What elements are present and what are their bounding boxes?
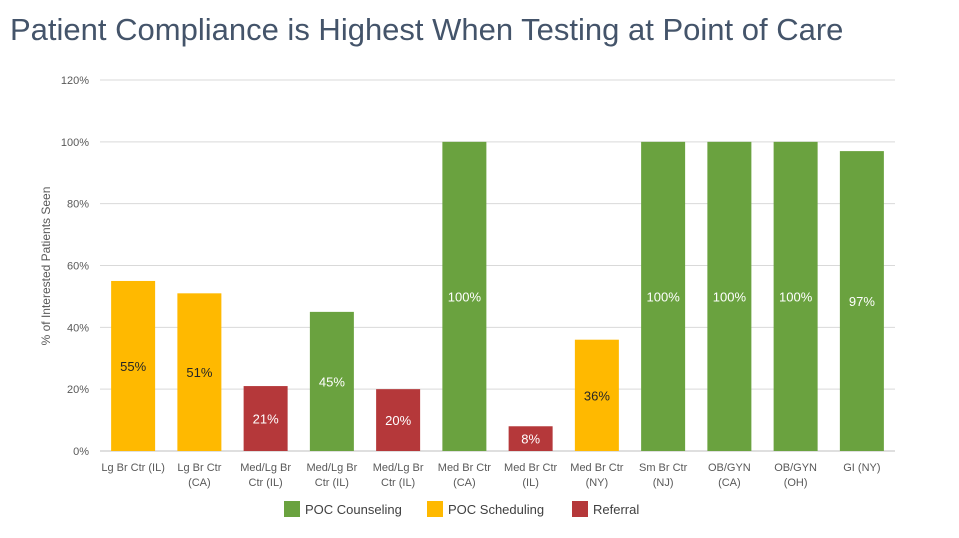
x-tick-label: GI (NY) <box>843 462 880 474</box>
data-label: 45% <box>319 374 345 389</box>
bar <box>508 426 553 451</box>
x-tick-label: OB/GYN <box>774 462 817 474</box>
bar <box>773 141 818 452</box>
bar <box>243 386 288 451</box>
data-label: 21% <box>253 412 279 427</box>
bar <box>376 389 421 451</box>
legend-label: POC Scheduling <box>448 502 544 517</box>
bar <box>111 280 156 451</box>
bar <box>574 339 619 451</box>
x-tick-label: Lg Br Ctr <box>177 462 221 474</box>
bar <box>641 141 686 452</box>
x-tick-label: Ctr (IL) <box>381 477 415 489</box>
data-label: 36% <box>584 388 610 403</box>
x-tick-label: Ctr (IL) <box>315 477 349 489</box>
y-tick-label: 80% <box>67 199 89 211</box>
x-tick-label: (CA) <box>453 477 476 489</box>
x-tick-label: Med/Lg Br <box>307 462 358 474</box>
x-tick-label: Med Br Ctr <box>504 462 558 474</box>
x-tick-label: Med/Lg Br <box>373 462 424 474</box>
x-tick-label: Med Br Ctr <box>570 462 624 474</box>
legend-swatch <box>572 501 588 517</box>
bar <box>707 141 752 452</box>
data-label: 51% <box>186 365 212 380</box>
data-label: 100% <box>779 289 813 304</box>
x-tick-label: OB/GYN <box>708 462 751 474</box>
data-label: 97% <box>849 294 875 309</box>
x-tick-label: (OH) <box>784 477 808 489</box>
x-tick-label: (IL) <box>522 477 539 489</box>
y-tick-label: 40% <box>67 322 89 334</box>
legend-label: POC Counseling <box>305 502 402 517</box>
x-tick-label: Lg Br Ctr (IL) <box>101 462 165 474</box>
legend-swatch <box>284 501 300 517</box>
bar <box>309 311 354 451</box>
data-label: 100% <box>647 289 681 304</box>
data-label: 20% <box>385 413 411 428</box>
data-label: 100% <box>713 289 747 304</box>
x-tick-label: Med/Lg Br <box>240 462 291 474</box>
bar <box>442 141 487 452</box>
x-tick-label: (NJ) <box>653 477 674 489</box>
x-tick-label: (CA) <box>718 477 741 489</box>
x-tick-label: Sm Br Ctr <box>639 462 688 474</box>
data-label: 55% <box>120 359 146 374</box>
y-tick-label: 0% <box>73 446 89 458</box>
bar <box>177 293 222 451</box>
y-tick-label: 20% <box>67 384 89 396</box>
y-axis-label: % of Interested Patients Seen <box>39 187 53 346</box>
y-tick-label: 60% <box>67 261 89 273</box>
chart-title: Patient Compliance is Highest When Testi… <box>10 12 844 47</box>
legend-swatch <box>427 501 443 517</box>
x-tick-label: (NY) <box>586 477 609 489</box>
data-label: 100% <box>448 289 482 304</box>
x-tick-label: Med Br Ctr <box>438 462 492 474</box>
y-tick-label: 120% <box>61 75 89 87</box>
y-tick-label: 100% <box>61 137 89 149</box>
legend-label: Referral <box>593 502 639 517</box>
x-tick-label: (CA) <box>188 477 211 489</box>
data-label: 8% <box>521 432 540 447</box>
x-tick-label: Ctr (IL) <box>249 477 283 489</box>
bar <box>839 151 884 451</box>
